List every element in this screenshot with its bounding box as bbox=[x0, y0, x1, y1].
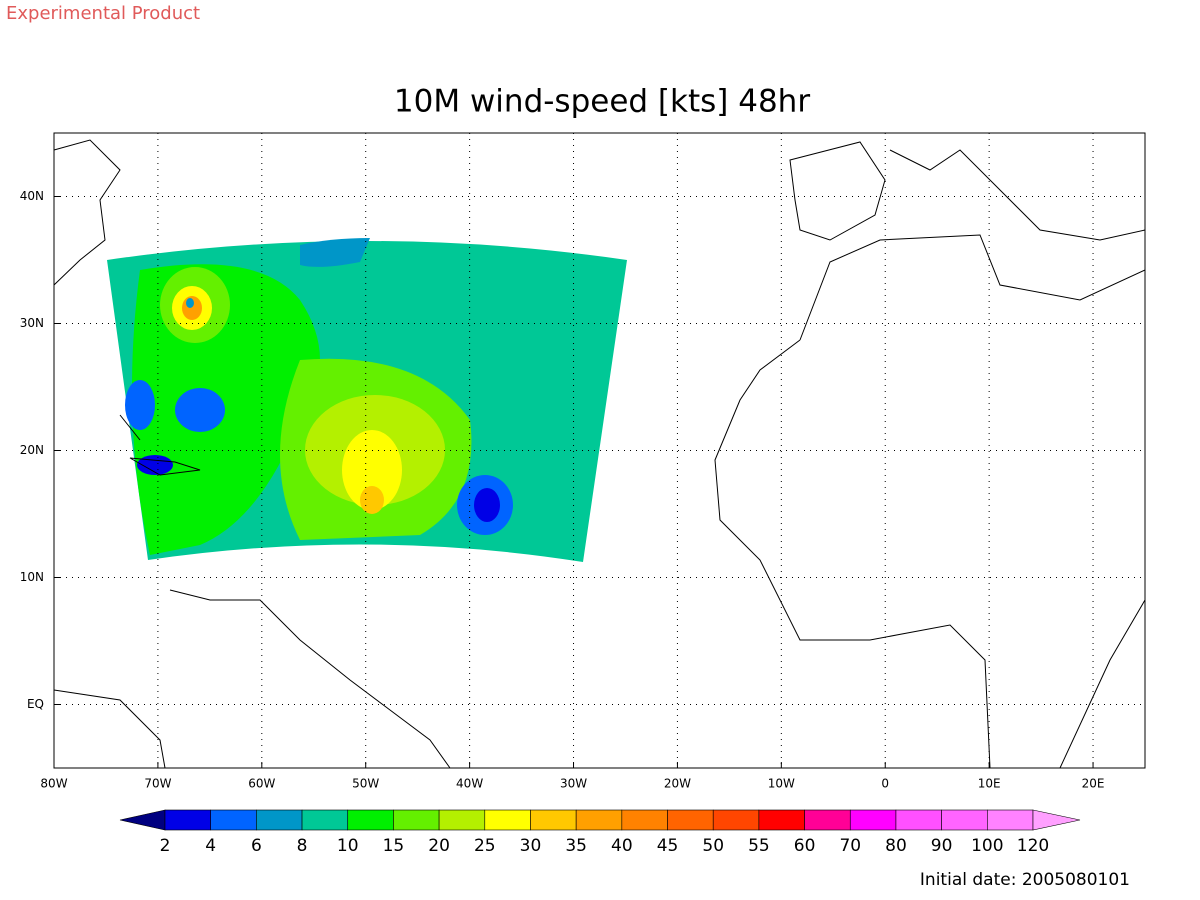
x-tick-label: 70W bbox=[144, 777, 171, 791]
product-label: Experimental Product bbox=[6, 3, 200, 24]
x-tick-label: 80W bbox=[40, 777, 67, 791]
x-tick-label: 10W bbox=[768, 777, 795, 791]
colorbar-label: 6 bbox=[251, 836, 262, 856]
colorbar-label: 10 bbox=[337, 836, 359, 856]
colorbar-label: 45 bbox=[657, 836, 679, 856]
x-tick-label: 20W bbox=[664, 777, 691, 791]
colorbar-label: 40 bbox=[611, 836, 633, 856]
colorbar-box bbox=[667, 809, 714, 831]
colorbar-label: 80 bbox=[885, 836, 907, 856]
x-tick-label: 10E bbox=[978, 777, 1001, 791]
colorbar-box bbox=[758, 809, 805, 831]
x-tick-label: 40W bbox=[456, 777, 483, 791]
colorbar-box bbox=[621, 809, 668, 831]
colorbar-label: 120 bbox=[1017, 836, 1049, 856]
colorbar-label: 70 bbox=[839, 836, 861, 856]
colorbar-box bbox=[941, 809, 988, 831]
colorbar-box bbox=[849, 809, 897, 831]
colorbar-label: 15 bbox=[383, 836, 405, 856]
colorbar-box bbox=[393, 809, 440, 831]
y-tick-label: 30N bbox=[20, 316, 44, 330]
map-title: 10M wind-speed [kts] 48hr bbox=[394, 84, 810, 120]
colorbar-box bbox=[530, 809, 577, 831]
colorbar-box bbox=[804, 809, 851, 831]
colorbar-label: 60 bbox=[794, 836, 816, 856]
y-tick-label: 40N bbox=[20, 189, 44, 203]
colorbar-box bbox=[347, 809, 394, 831]
colorbar-label: 2 bbox=[160, 836, 171, 856]
colorbar-box bbox=[164, 809, 211, 831]
colorbar-label: 50 bbox=[702, 836, 724, 856]
colorbar-box bbox=[895, 809, 942, 831]
colorbar-label: 30 bbox=[520, 836, 542, 856]
colorbar-label: 25 bbox=[474, 836, 496, 856]
y-tick-label: EQ bbox=[27, 697, 44, 711]
colorbar-label: 4 bbox=[205, 836, 216, 856]
x-tick-label: 60W bbox=[248, 777, 275, 791]
y-tick-label: 10N bbox=[20, 570, 44, 584]
colorbar-box bbox=[484, 809, 531, 831]
colorbar-box bbox=[987, 809, 1034, 831]
initial-date: Initial date: 2005080101 bbox=[920, 870, 1130, 890]
colorbar-label: 35 bbox=[565, 836, 587, 856]
colorbar-label: 55 bbox=[748, 836, 770, 856]
colorbar-box bbox=[210, 809, 257, 831]
colorbar-box bbox=[256, 809, 303, 831]
x-tick-label: 50W bbox=[352, 777, 379, 791]
colorbar-box bbox=[575, 809, 623, 831]
colorbar-box bbox=[438, 809, 486, 831]
colorbar-box bbox=[301, 809, 349, 831]
colorbar-high bbox=[1032, 809, 1081, 831]
colorbar-label: 100 bbox=[971, 836, 1003, 856]
colorbar-label: 8 bbox=[297, 836, 308, 856]
x-tick-label: 0 bbox=[881, 777, 889, 791]
x-tick-label: 30W bbox=[560, 777, 587, 791]
colorbar-label: 20 bbox=[428, 836, 450, 856]
y-tick-label: 20N bbox=[20, 443, 44, 457]
coastlines bbox=[53, 139, 1146, 769]
colorbar-label: 90 bbox=[931, 836, 953, 856]
x-tick-label: 20E bbox=[1082, 777, 1105, 791]
colorbar-low bbox=[119, 809, 166, 831]
wind-field bbox=[107, 238, 627, 562]
colorbar-box bbox=[712, 809, 760, 831]
